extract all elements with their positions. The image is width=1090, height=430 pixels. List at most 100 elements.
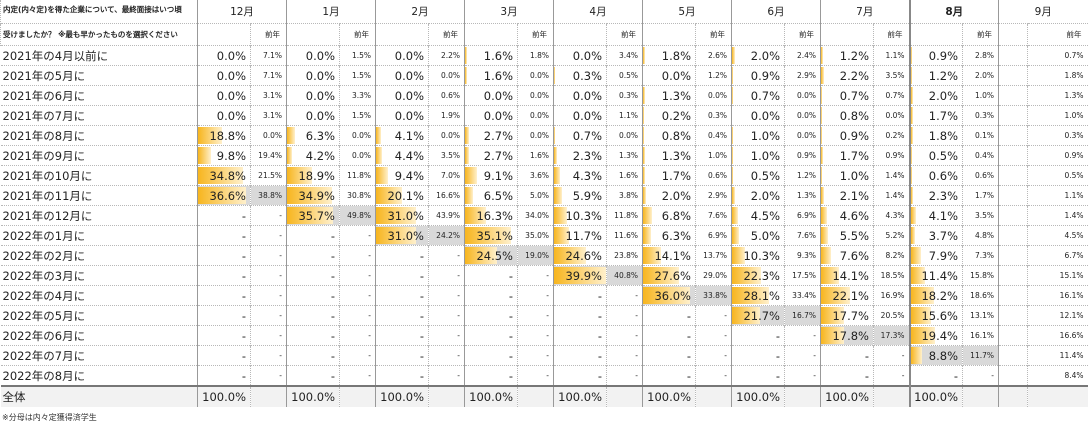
value-text: 4.3% [572,168,602,183]
value-cell: 1.2% [908,65,963,86]
value-bar [465,127,469,144]
value-text: 9.8% [216,148,246,163]
prev-year-cell: 1.5% [339,105,376,126]
value-text: 100.0% [825,390,869,404]
total-row: 全体 100.0% 100.0% 100.0% 100.0% 100.0% 100.0% 10… [0,385,1088,407]
value-text: - [864,348,869,363]
value-bar [376,207,417,224]
prev-year-cell: 1.6% [517,145,554,166]
prev-year-cell: 33.4% [784,285,821,306]
value-text: 2.7% [483,148,513,163]
value-cell: - [908,365,963,386]
value-text: 18.2% [921,288,958,303]
prev-year-cell: 1.4% [873,185,910,206]
value-cell: 0.0% [553,105,607,126]
value-cell: 28.1% [731,285,785,306]
value-text: 4.2% [305,148,335,163]
row-label: 2021年の6月に [0,85,198,106]
value-text: - [597,308,602,323]
prev-year-cell: - [606,365,643,386]
value-text: 0.0% [305,48,335,63]
value-cell: - [553,365,607,386]
value-text: - [508,268,513,283]
value-cell: - [464,345,518,366]
value-cell: 27.6% [642,265,696,286]
value-text: 1.2% [928,68,958,83]
value-text: 10.3% [565,208,602,223]
value-cell: 22.3% [731,265,785,286]
table-row: 2021年の4月以前に 0.0% 7.1% 0.0% 1.5% 0.0% 2.2% 1.6% 1… [0,45,1088,66]
value-cell: 0.0% [197,65,251,86]
value-text: 35.1% [476,228,513,243]
value-bar [465,227,511,244]
prev-year-cell: 9.3% [784,245,821,266]
prev-year-cell: - [339,325,376,346]
prev-year-cell: 11.7% [962,345,999,366]
prev-year-cell: - [428,265,465,286]
value-cell: 0.0% [286,85,340,106]
value-cell: 11.4% [908,265,963,286]
value-text: 1.6% [483,48,513,63]
prev-year-cell: 3.4% [606,45,643,66]
value-bar [287,207,334,224]
value-text: 16.3% [476,208,513,223]
value-text: 36.0% [654,288,691,303]
prev-year-cell: 1.2% [695,65,732,86]
row-label: 2022年の2月に [0,245,198,266]
month-header: 3月 [464,0,554,24]
value-cell: - [197,345,251,366]
value-bar [821,87,822,104]
value-text: - [330,228,335,243]
value-cell: 100.0% [820,385,874,407]
value-text: - [330,288,335,303]
prev-year-cell: 18.6% [962,285,999,306]
value-bar [554,227,570,244]
prev-year-cell: 1.3% [1027,85,1088,106]
table-row: 2021年の10月に 34.8% 21.5% 18.9% 11.8% 9.4% 7.0% 9.… [0,165,1088,186]
value-bar [911,347,922,364]
prev-year-cell: 0.5% [1027,165,1088,186]
interview-timing-table: 内定(内々定)を得た企業について、最終面接はいつ頃 12月 1月 2月 3月 4月 5月 6月… [0,0,1088,407]
prev-year-cell: 1.7% [962,185,999,206]
prev-year-cell: 11.4% [1027,345,1088,366]
value-cell: 0.0% [375,85,429,106]
prev-year-cell: - [250,325,287,346]
prev-year-cell: 1.3% [784,185,821,206]
value-text: - [330,348,335,363]
prev-year-cell: 23.8% [606,245,643,266]
value-cell: - [375,365,429,386]
value-cell: 100.0% [286,385,340,407]
row-label: 2021年の7月に [0,105,198,126]
value-bar [732,307,761,324]
prev-year-cell: 1.2% [784,165,821,186]
value-text: 2.1% [839,188,869,203]
value-cell: - [286,365,340,386]
value-text: 11.4% [921,268,958,283]
prev-year-cell: 4.3% [873,205,910,226]
value-text: 31.0% [387,208,424,223]
prev-year-cell: - [250,285,287,306]
value-cell: 2.7% [464,125,518,146]
prev-year-cell: 15.1% [1027,265,1088,286]
prev-year-cell: 2.0% [962,65,999,86]
value-bar [821,247,831,264]
value-bar [643,147,645,164]
value-cell [998,385,1028,407]
value-bar [198,127,223,144]
prev-year-cell: - [517,345,554,366]
row-label: 2021年の4月以前に [0,45,198,66]
value-cell: 4.6% [820,205,874,226]
value-text: 0.0% [216,88,246,103]
value-cell: 1.6% [464,65,518,86]
value-cell: 0.0% [197,85,251,106]
prev-year-cell: - [517,305,554,326]
value-cell: 2.3% [553,145,607,166]
prev-year-cell: 1.1% [1027,185,1088,206]
value-cell: 0.9% [820,125,874,146]
value-cell: - [553,345,607,366]
prev-year-cell: - [695,325,732,346]
value-cell: 10.3% [731,245,785,266]
table-row: 2021年の7月に 0.0% 3.1% 0.0% 1.5% 0.0% 1.9% 0.0% 0.0… [0,105,1088,126]
prev-year-cell: - [250,265,287,286]
value-text: - [241,328,246,343]
